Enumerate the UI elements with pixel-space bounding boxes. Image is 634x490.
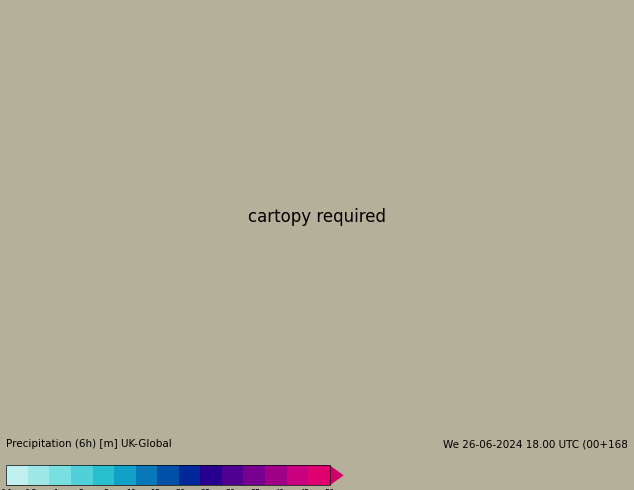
Bar xyxy=(93,465,114,486)
Polygon shape xyxy=(330,465,344,486)
Text: 25: 25 xyxy=(200,489,210,490)
Text: 15: 15 xyxy=(150,489,160,490)
Text: 0.1: 0.1 xyxy=(0,489,13,490)
Text: 5: 5 xyxy=(103,489,108,490)
Text: 1: 1 xyxy=(54,489,58,490)
Bar xyxy=(200,465,222,486)
Text: 10: 10 xyxy=(126,489,136,490)
Bar xyxy=(157,465,179,486)
Text: 35: 35 xyxy=(250,489,260,490)
Text: 0.5: 0.5 xyxy=(25,489,37,490)
Bar xyxy=(136,465,157,486)
Text: 45: 45 xyxy=(300,489,310,490)
Bar xyxy=(114,465,136,486)
Text: 50: 50 xyxy=(325,489,335,490)
Bar xyxy=(6,465,330,486)
Text: 40: 40 xyxy=(275,489,285,490)
Text: 20: 20 xyxy=(176,489,186,490)
Bar xyxy=(179,465,200,486)
Text: Precipitation (6h) [m] UK-Global: Precipitation (6h) [m] UK-Global xyxy=(6,439,172,449)
Text: We 26-06-2024 18.00 UTC (00+168: We 26-06-2024 18.00 UTC (00+168 xyxy=(443,439,628,449)
Bar xyxy=(243,465,265,486)
Text: 30: 30 xyxy=(225,489,235,490)
Bar xyxy=(28,465,49,486)
Bar xyxy=(71,465,93,486)
Bar xyxy=(49,465,71,486)
Bar xyxy=(222,465,243,486)
Bar xyxy=(6,465,28,486)
Bar xyxy=(308,465,330,486)
Text: 2: 2 xyxy=(79,489,84,490)
Bar xyxy=(265,465,287,486)
Text: cartopy required: cartopy required xyxy=(248,208,386,226)
Bar xyxy=(287,465,308,486)
